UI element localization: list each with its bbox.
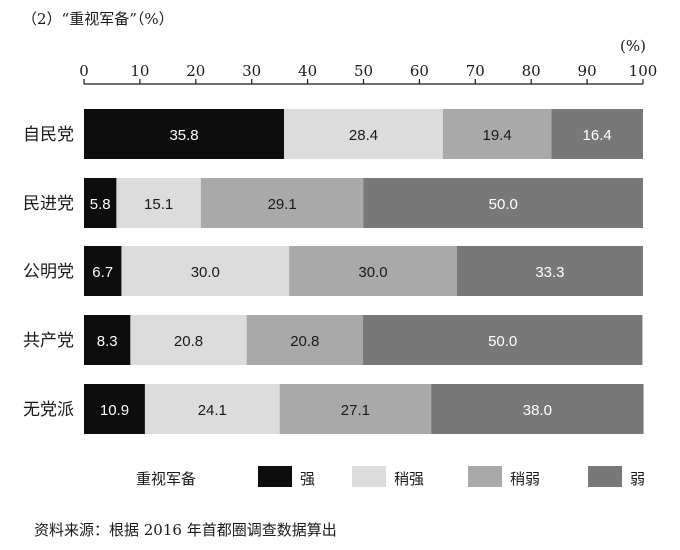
x-tick-label: 0 xyxy=(79,62,89,80)
data-label: 29.1 xyxy=(268,196,297,213)
data-label: 5.8 xyxy=(90,196,111,213)
bar-segment xyxy=(200,178,364,228)
data-label: 30.0 xyxy=(191,264,220,281)
bar-segment xyxy=(289,246,457,296)
unit-label: (%) xyxy=(620,37,646,55)
category-label: 共产党 xyxy=(23,331,74,351)
x-tick-label: 80 xyxy=(522,62,541,80)
x-tick-label: 30 xyxy=(242,62,261,80)
legend-label: 稍强 xyxy=(394,470,424,488)
x-tick-label: 10 xyxy=(130,62,149,80)
legend-swatch xyxy=(352,466,386,487)
bar-segment xyxy=(279,384,432,434)
x-tick-label: 50 xyxy=(354,62,373,80)
bar-segment xyxy=(442,109,552,159)
data-label: 27.1 xyxy=(341,402,370,419)
data-label: 50.0 xyxy=(489,196,518,213)
data-label: 20.8 xyxy=(290,333,319,350)
bar-segment xyxy=(121,246,290,296)
bar-segment xyxy=(84,384,145,434)
bar-segment xyxy=(246,315,363,365)
bar-segment xyxy=(431,384,644,434)
x-tick-label: 70 xyxy=(466,62,485,80)
category-label: 无党派 xyxy=(23,400,74,420)
data-label: 19.4 xyxy=(482,127,511,144)
data-label: 38.0 xyxy=(523,402,552,419)
bar-segment xyxy=(130,315,247,365)
source-note: 资料来源：根据 2016 年首都圈调查数据算出 xyxy=(34,521,337,539)
chart-title: （2）“重视军备”（%） xyxy=(22,10,174,28)
bar-segment xyxy=(84,315,131,365)
data-label: 30.0 xyxy=(358,264,387,281)
legend-label: 弱 xyxy=(630,470,645,488)
data-label: 16.4 xyxy=(583,127,612,144)
category-label: 民进党 xyxy=(23,194,74,214)
legend-swatch xyxy=(258,466,292,487)
data-label: 10.9 xyxy=(100,402,129,419)
data-label: 33.3 xyxy=(535,264,564,281)
data-label: 50.0 xyxy=(488,333,517,350)
bar-segment xyxy=(116,178,201,228)
data-label: 28.4 xyxy=(349,127,378,144)
category-label: 自民党 xyxy=(23,125,74,145)
x-tick-label: 100 xyxy=(629,62,658,80)
data-label: 24.1 xyxy=(198,402,227,419)
legend-label: 强 xyxy=(300,470,315,488)
bar-segment xyxy=(144,384,280,434)
category-label: 公明党 xyxy=(23,262,74,282)
data-label: 20.8 xyxy=(174,333,203,350)
legend-swatch xyxy=(588,466,622,487)
bar-segment xyxy=(84,178,117,228)
legend-swatch xyxy=(468,466,502,487)
bar-segment xyxy=(284,109,443,159)
data-label: 15.1 xyxy=(144,196,173,213)
bar-segment xyxy=(363,178,643,228)
x-tick-label: 20 xyxy=(186,62,205,80)
bar-segment xyxy=(456,246,643,296)
x-tick-label: 40 xyxy=(298,62,317,80)
bar-segment xyxy=(362,315,643,365)
bar-segment xyxy=(84,246,122,296)
data-label: 8.3 xyxy=(97,333,118,350)
bar-segment xyxy=(551,109,643,159)
x-tick-label: 90 xyxy=(578,62,597,80)
data-label: 6.7 xyxy=(92,264,113,281)
bar-segment xyxy=(84,109,285,159)
data-label: 35.8 xyxy=(169,127,198,144)
legend-title: 重视军备 xyxy=(136,470,196,488)
legend-label: 稍弱 xyxy=(510,470,540,488)
x-tick-label: 60 xyxy=(410,62,429,80)
